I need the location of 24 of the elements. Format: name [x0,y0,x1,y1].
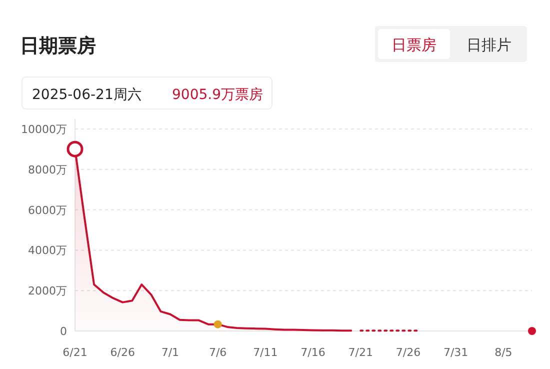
text: 9005.9万票房 [172,87,263,103]
x-tick-label: 6/26 [110,346,135,359]
x-tick-label: 6/21 [62,346,88,359]
x-tick-label: 8/5 [494,346,512,359]
text: 日排片 [466,36,512,54]
x-tick-label: 7/1 [161,346,180,359]
y-tick-label: 0 [60,325,67,338]
text: 2025-06-21周六 [32,87,142,103]
x-tick-label: 7/26 [396,346,421,359]
x-tick-label: 7/16 [300,346,326,359]
y-tick-label: 10000万 [21,123,67,136]
y-tick-label: 2000万 [28,284,67,298]
x-tick-label: 7/6 [208,346,227,359]
x-tick-label: 7/11 [253,346,278,359]
text: 日票房 [392,36,436,54]
x-tick-label: 7/21 [348,346,373,359]
chart-title: 日期票房 [20,35,96,57]
x-tick-label: 7/31 [443,346,468,359]
point [66,140,84,158]
point [528,327,536,335]
y-tick-label: 8000万 [28,163,67,176]
y-tick-label: 6000万 [28,204,67,217]
y-tick-label: 4000万 [28,244,67,258]
point [214,320,222,328]
